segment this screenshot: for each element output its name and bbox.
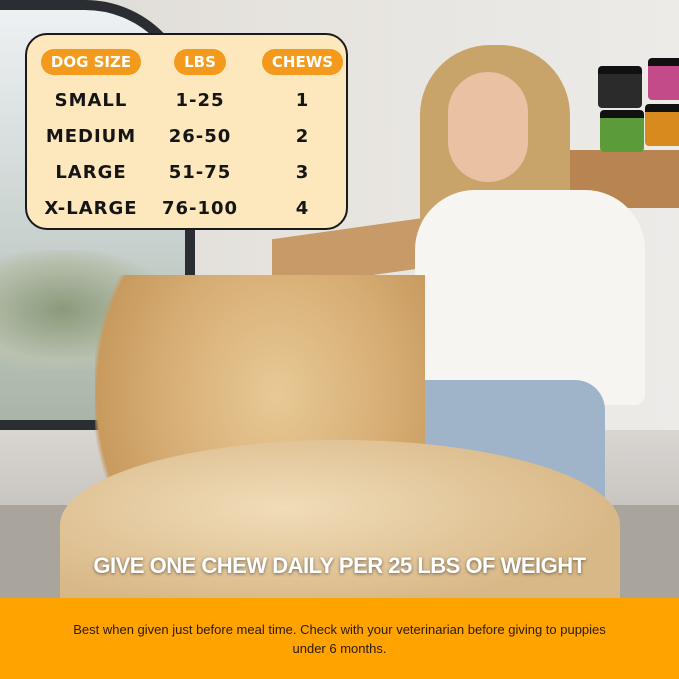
product-jar	[598, 66, 642, 108]
cell-size: X-LARGE	[44, 198, 138, 219]
product-jar	[645, 104, 679, 146]
footer-note: Best when given just before meal time. C…	[73, 621, 606, 656]
header-lbs: LBS	[174, 49, 226, 75]
cell-lbs: 51-75	[168, 162, 232, 183]
cell-lbs: 26-50	[168, 126, 232, 147]
cell-chews: 1	[295, 90, 310, 111]
cell-size: MEDIUM	[45, 126, 137, 147]
dog-body	[60, 440, 620, 598]
cell-chews: 4	[295, 198, 310, 219]
header-chews: CHEWS	[261, 49, 344, 75]
cell-lbs: 76-100	[161, 198, 239, 219]
cell-chews: 2	[295, 126, 310, 147]
header-dog-size: DOG SIZE	[40, 49, 142, 75]
product-jar	[648, 58, 679, 100]
footer-band: Best when given just before meal time. C…	[0, 598, 679, 679]
woman-shirt	[415, 190, 645, 405]
cell-chews: 3	[295, 162, 310, 183]
dosage-table: DOG SIZE LBS CHEWS SMALL 1-25 1 MEDIUM 2…	[25, 33, 348, 230]
cell-size: SMALL	[54, 90, 128, 111]
woman-face	[448, 72, 528, 182]
product-jar	[600, 110, 644, 152]
cell-size: LARGE	[55, 162, 127, 183]
cell-lbs: 1-25	[175, 90, 225, 111]
headline: GIVE ONE CHEW DAILY PER 25 LBS OF WEIGHT	[93, 553, 586, 578]
